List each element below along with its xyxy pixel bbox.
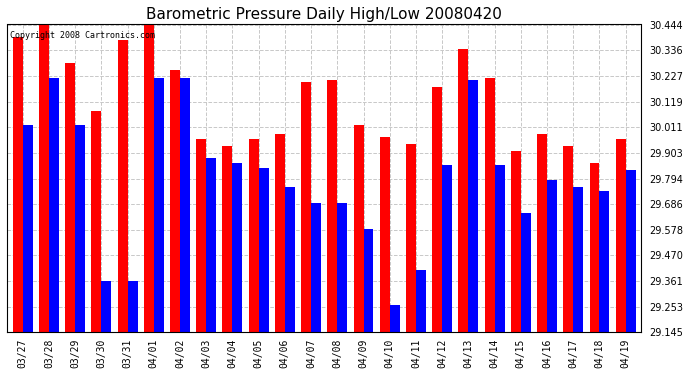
Bar xyxy=(222,146,233,332)
Bar xyxy=(380,137,390,332)
Bar xyxy=(511,151,521,332)
Bar xyxy=(337,203,347,332)
Bar xyxy=(416,270,426,332)
Bar xyxy=(233,163,242,332)
Bar xyxy=(128,282,137,332)
Bar xyxy=(495,165,504,332)
Bar xyxy=(196,139,206,332)
Bar xyxy=(154,78,164,332)
Bar xyxy=(537,135,547,332)
Bar xyxy=(275,135,285,332)
Bar xyxy=(442,165,452,332)
Bar xyxy=(285,187,295,332)
Bar xyxy=(259,168,268,332)
Bar xyxy=(144,26,154,332)
Bar xyxy=(39,26,49,332)
Bar xyxy=(101,282,111,332)
Bar xyxy=(547,180,557,332)
Bar xyxy=(49,78,59,332)
Bar xyxy=(353,125,364,332)
Bar xyxy=(327,80,337,332)
Bar xyxy=(626,170,635,332)
Bar xyxy=(75,125,85,332)
Bar xyxy=(117,40,128,332)
Bar xyxy=(180,78,190,332)
Bar xyxy=(484,78,495,332)
Bar xyxy=(589,163,600,332)
Bar xyxy=(563,146,573,332)
Bar xyxy=(406,144,416,332)
Bar xyxy=(170,70,180,332)
Bar xyxy=(65,63,75,332)
Bar xyxy=(573,187,583,332)
Bar xyxy=(23,125,32,332)
Bar xyxy=(469,80,478,332)
Title: Barometric Pressure Daily High/Low 20080420: Barometric Pressure Daily High/Low 20080… xyxy=(146,7,502,22)
Bar xyxy=(91,111,101,332)
Bar xyxy=(615,139,626,332)
Bar xyxy=(432,87,442,332)
Bar xyxy=(364,230,373,332)
Bar xyxy=(390,305,400,332)
Bar xyxy=(12,37,23,332)
Bar xyxy=(600,191,609,332)
Bar xyxy=(301,82,311,332)
Bar xyxy=(521,213,531,332)
Bar xyxy=(206,158,216,332)
Bar xyxy=(311,203,321,332)
Text: Copyright 2008 Cartronics.com: Copyright 2008 Cartronics.com xyxy=(10,31,155,40)
Bar xyxy=(248,139,259,332)
Bar xyxy=(458,49,469,332)
